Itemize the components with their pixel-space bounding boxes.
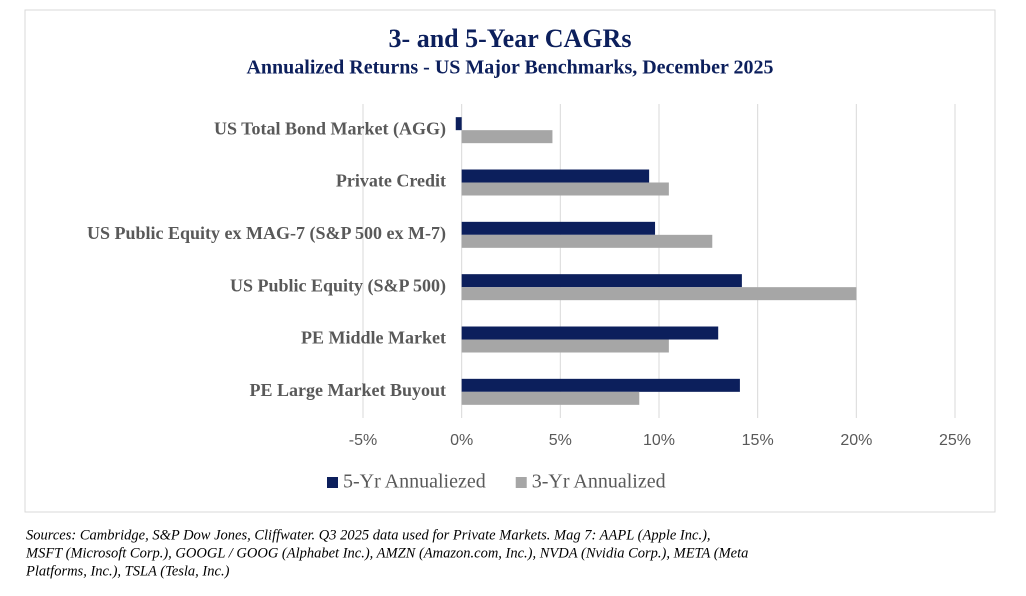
category-label: US Total Bond Market (AGG) [214,118,446,139]
bar [461,378,740,392]
bar [461,182,669,196]
footnote: MSFT (Microsoft Corp.), GOOGL / GOOG (Al… [25,545,748,561]
footnote: Sources: Cambridge, S&P Dow Jones, Cliff… [26,527,711,543]
x-tick-label: -5% [349,432,377,449]
bar [461,130,553,144]
footnote: Platforms, Inc.), TSLA (Tesla, Inc.) [25,563,230,579]
chart-frame [24,9,996,513]
bar [455,117,462,131]
category-label: Private Credit [336,171,446,191]
category-label: PE Large Market Buyout [250,380,446,400]
chart-subtitle: Annualized Returns - US Major Benchmarks… [246,57,773,79]
bar [461,234,713,248]
x-tick-label: 15% [742,432,774,449]
x-tick-label: 20% [840,432,872,449]
legend-swatch [515,477,527,488]
bar [461,391,640,405]
category-label: PE Middle Market [301,328,446,348]
x-tick-label: 5% [549,432,572,449]
chart-title: 3- and 5-Year CAGRs [389,24,632,53]
bar [461,274,742,288]
bar [461,221,656,235]
x-tick-label: 10% [643,432,675,449]
category-label: US Public Equity (S&P 500) [230,275,446,296]
bar [461,326,719,340]
bar [461,339,669,353]
category-label: US Public Equity ex MAG-7 (S&P 500 ex M-… [87,223,446,244]
legend-label: 3-Yr Annualized [532,471,666,493]
x-tick-label: 25% [939,432,971,449]
bar [461,287,857,301]
legend-swatch [327,477,338,488]
bar [461,169,650,183]
x-tick-label: 0% [450,432,473,449]
legend-label: 5-Yr Annualiezed [343,471,486,493]
